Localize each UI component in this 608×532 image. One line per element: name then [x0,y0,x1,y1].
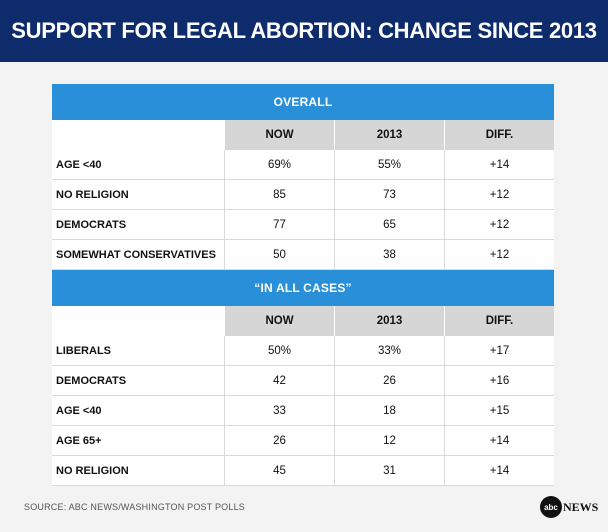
row-label: AGE <40 [56,404,102,417]
table-cell: 55% [334,150,444,179]
table-cell: 26 [224,426,334,455]
column-header: 2013 [334,306,444,336]
section-header: OVERALL [52,84,554,120]
table-row: SOMEWHAT CONSERVATIVES 50 38 +12 [52,240,554,270]
table-cell: +15 [444,396,554,425]
abc-logo-disc: abc [540,496,562,518]
table-cell: 18 [334,396,444,425]
title-bar: SUPPORT FOR LEGAL ABORTION: CHANGE SINCE… [0,0,608,62]
column-header: DIFF. [444,120,554,150]
table-cell: +12 [444,180,554,209]
row-label: AGE 65+ [56,434,102,447]
column-header-row: NOW 2013 DIFF. [52,306,554,336]
column-header: DIFF. [444,306,554,336]
row-label: SOMEWHAT CONSERVATIVES [56,248,216,261]
table-cell: 85 [224,180,334,209]
table-row: DEMOCRATS 42 26 +16 [52,366,554,396]
table-cell: 33% [334,336,444,365]
table-cell: 50% [224,336,334,365]
table-cell: +12 [444,240,554,269]
table-cell: +17 [444,336,554,365]
page-title: SUPPORT FOR LEGAL ABORTION: CHANGE SINCE… [11,18,597,43]
abc-news-logo: abc NEWS [540,496,598,518]
table-row: AGE <40 69% 55% +14 [52,150,554,180]
row-label: LIBERALS [56,344,111,357]
column-header: 2013 [334,120,444,150]
section-header: “IN ALL CASES” [52,270,554,306]
table-row: NO RELIGION 45 31 +14 [52,456,554,486]
table-row: AGE 65+ 26 12 +14 [52,426,554,456]
row-label: DEMOCRATS [56,374,127,387]
table-cell: 42 [224,366,334,395]
table-cell: 12 [334,426,444,455]
source-note: SOURCE: ABC NEWS/WASHINGTON POST POLLS [24,502,245,512]
table-cell: 31 [334,456,444,485]
table-cell: 73 [334,180,444,209]
column-header: NOW [224,306,334,336]
table-row: LIBERALS 50% 33% +17 [52,336,554,366]
column-header-row: NOW 2013 DIFF. [52,120,554,150]
table-cell: +14 [444,456,554,485]
table-cell: +14 [444,150,554,179]
column-header-blank [52,306,224,336]
table-cell: 65 [334,210,444,239]
column-header: NOW [224,120,334,150]
row-label: NO RELIGION [56,464,129,477]
table-row: AGE <40 33 18 +15 [52,396,554,426]
table-cell: +12 [444,210,554,239]
data-table: OVERALL NOW 2013 DIFF. AGE <40 69% 55% +14 NO RE… [52,84,554,486]
table-cell: 50 [224,240,334,269]
table-cell: 69% [224,150,334,179]
news-logo-text: NEWS [563,499,599,514]
row-label: DEMOCRATS [56,218,127,231]
row-label: NO RELIGION [56,188,129,201]
table-cell: 77 [224,210,334,239]
table-cell: +14 [444,426,554,455]
table-cell: 33 [224,396,334,425]
column-header-blank [52,120,224,150]
row-label: AGE <40 [56,158,102,171]
table-cell: 45 [224,456,334,485]
table-cell: +16 [444,366,554,395]
table-row: NO RELIGION 85 73 +12 [52,180,554,210]
table-cell: 26 [334,366,444,395]
table-row: DEMOCRATS 77 65 +12 [52,210,554,240]
table-cell: 38 [334,240,444,269]
